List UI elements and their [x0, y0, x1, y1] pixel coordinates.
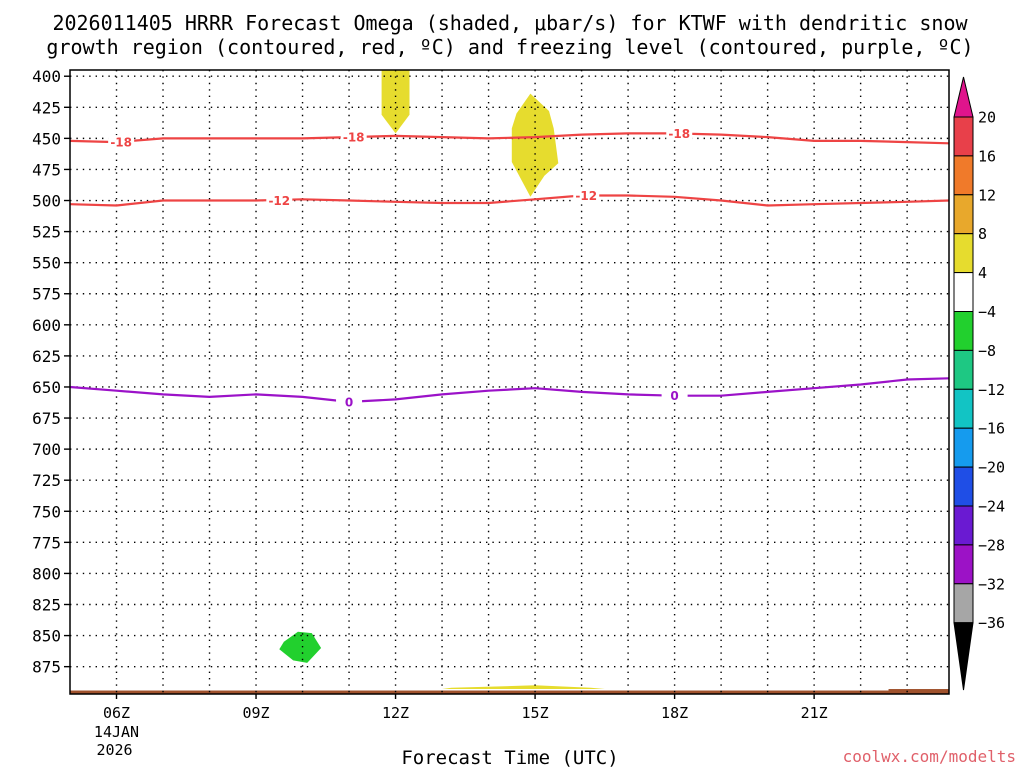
axis-layer: 400 425 450 475 500 525 550 575 600 625 650 675 700 7…	[32, 67, 828, 759]
contour-label-bg	[661, 388, 688, 403]
ytick-label-775: 775	[32, 533, 61, 552]
colorbar-label: −28	[978, 536, 1005, 554]
colorbar-band	[953, 583, 974, 624]
plot-frame	[69, 69, 950, 695]
omega-positive-surface-15z	[442, 685, 605, 689]
grid-layer	[70, 70, 949, 694]
ytick-label-475: 475	[32, 160, 61, 179]
xtick-label-06Z: 06Z	[103, 704, 130, 722]
colorbar-label: 8	[978, 225, 987, 243]
colorbar-band	[953, 194, 974, 235]
contour--12C	[69, 194, 950, 207]
contour-label-0C: 0	[345, 395, 353, 409]
xtick-label-15Z: 15Z	[522, 704, 549, 722]
contour-label-bg	[108, 135, 135, 150]
contour-layer: -18 -18 -18 -12 -12 0 0	[69, 126, 950, 409]
omega-negative-10z	[279, 631, 322, 663]
ytick-label-525: 525	[32, 223, 61, 242]
ytick-label-700: 700	[32, 440, 61, 459]
ytick-label-425: 425	[32, 98, 61, 117]
ytick-label-825: 825	[32, 596, 61, 615]
contour-label--18C: -18	[110, 136, 132, 150]
colorbar-band	[953, 466, 974, 507]
omega-positive-15z	[511, 93, 559, 197]
xtick-label-09Z: 09Z	[242, 704, 269, 722]
ytick-label-750: 750	[32, 502, 61, 521]
colorbar-band	[953, 272, 974, 313]
ytick-label-625: 625	[32, 347, 61, 366]
terrain-bump	[888, 689, 949, 694]
colorbar-band	[953, 311, 974, 351]
colorbar-top-arrow	[953, 76, 974, 118]
contour-label-0C: 0	[670, 389, 678, 403]
colorbar-band	[953, 544, 974, 585]
ytick-label-850: 850	[32, 627, 61, 646]
colorbar-label: −12	[978, 381, 1005, 399]
chart-title-line1: 2026011405 HRRR Forecast Omega (shaded, …	[52, 11, 968, 35]
colorbar-label: −36	[978, 614, 1005, 632]
colorbar-label: −8	[978, 342, 996, 360]
contour-label-bg	[266, 193, 293, 208]
colorbar-label: 16	[978, 147, 996, 165]
colorbar-band	[953, 427, 974, 468]
colorbar-band	[953, 116, 974, 157]
ytick-label-675: 675	[32, 409, 61, 428]
chart-title-line2: growth region (contoured, red, ºC) and f…	[46, 35, 973, 59]
terrain-strip	[70, 690, 949, 694]
omega-positive-12z	[381, 70, 410, 134]
ytick-label-500: 500	[32, 192, 61, 211]
contour-label--12C: -12	[575, 189, 597, 203]
xtick-date: 14JAN	[94, 723, 139, 741]
xtick-label-18Z: 18Z	[661, 704, 688, 722]
colorbar-band	[953, 349, 974, 390]
colorbar-band	[953, 388, 974, 429]
contour--18C	[69, 132, 950, 145]
colorbar-bottom-arrow	[953, 622, 974, 691]
ytick-label-400: 400	[32, 67, 61, 86]
ytick-label-575: 575	[32, 285, 61, 304]
ytick-label-650: 650	[32, 378, 61, 397]
colorbar: 20 16 12 8 4 −4 −8 −12 −16 −20 −24 −28 −32 −36	[953, 76, 1005, 691]
colorbar-label: 12	[978, 186, 996, 204]
colorbar-label: −24	[978, 498, 1005, 516]
colorbar-label: −16	[978, 420, 1005, 438]
xtick-year: 2026	[96, 741, 132, 759]
contour-0C	[69, 377, 950, 404]
ytick-label-450: 450	[32, 129, 61, 148]
terrain-layer	[70, 689, 949, 694]
shaded-layer	[279, 70, 605, 689]
contour-label--18C: -18	[668, 127, 690, 141]
x-axis-label: Forecast Time (UTC)	[401, 747, 618, 768]
contour-label-bg	[336, 394, 363, 409]
ytick-label-875: 875	[32, 658, 61, 677]
ytick-label-800: 800	[32, 564, 61, 583]
colorbar-label: −32	[978, 575, 1005, 593]
colorbar-label: 20	[978, 109, 996, 127]
contour-label-bg	[340, 130, 367, 145]
ytick-label-725: 725	[32, 471, 61, 490]
contour-label-bg	[666, 126, 693, 141]
xtick-label-12Z: 12Z	[382, 704, 409, 722]
colorbar-band	[953, 505, 974, 546]
ytick-label-600: 600	[32, 316, 61, 335]
colorbar-band	[953, 233, 974, 274]
watermark: coolwx.com/modelts	[843, 747, 1016, 766]
colorbar-label: 4	[978, 264, 987, 282]
xtick-label-21Z: 21Z	[801, 704, 828, 722]
ytick-label-550: 550	[32, 254, 61, 273]
contour-label--12C: -12	[268, 194, 290, 208]
contour-label--18C: -18	[343, 131, 365, 145]
contour-label-bg	[573, 188, 600, 203]
colorbar-band	[953, 155, 974, 196]
colorbar-label: −20	[978, 459, 1005, 477]
colorbar-label: −4	[978, 303, 996, 321]
